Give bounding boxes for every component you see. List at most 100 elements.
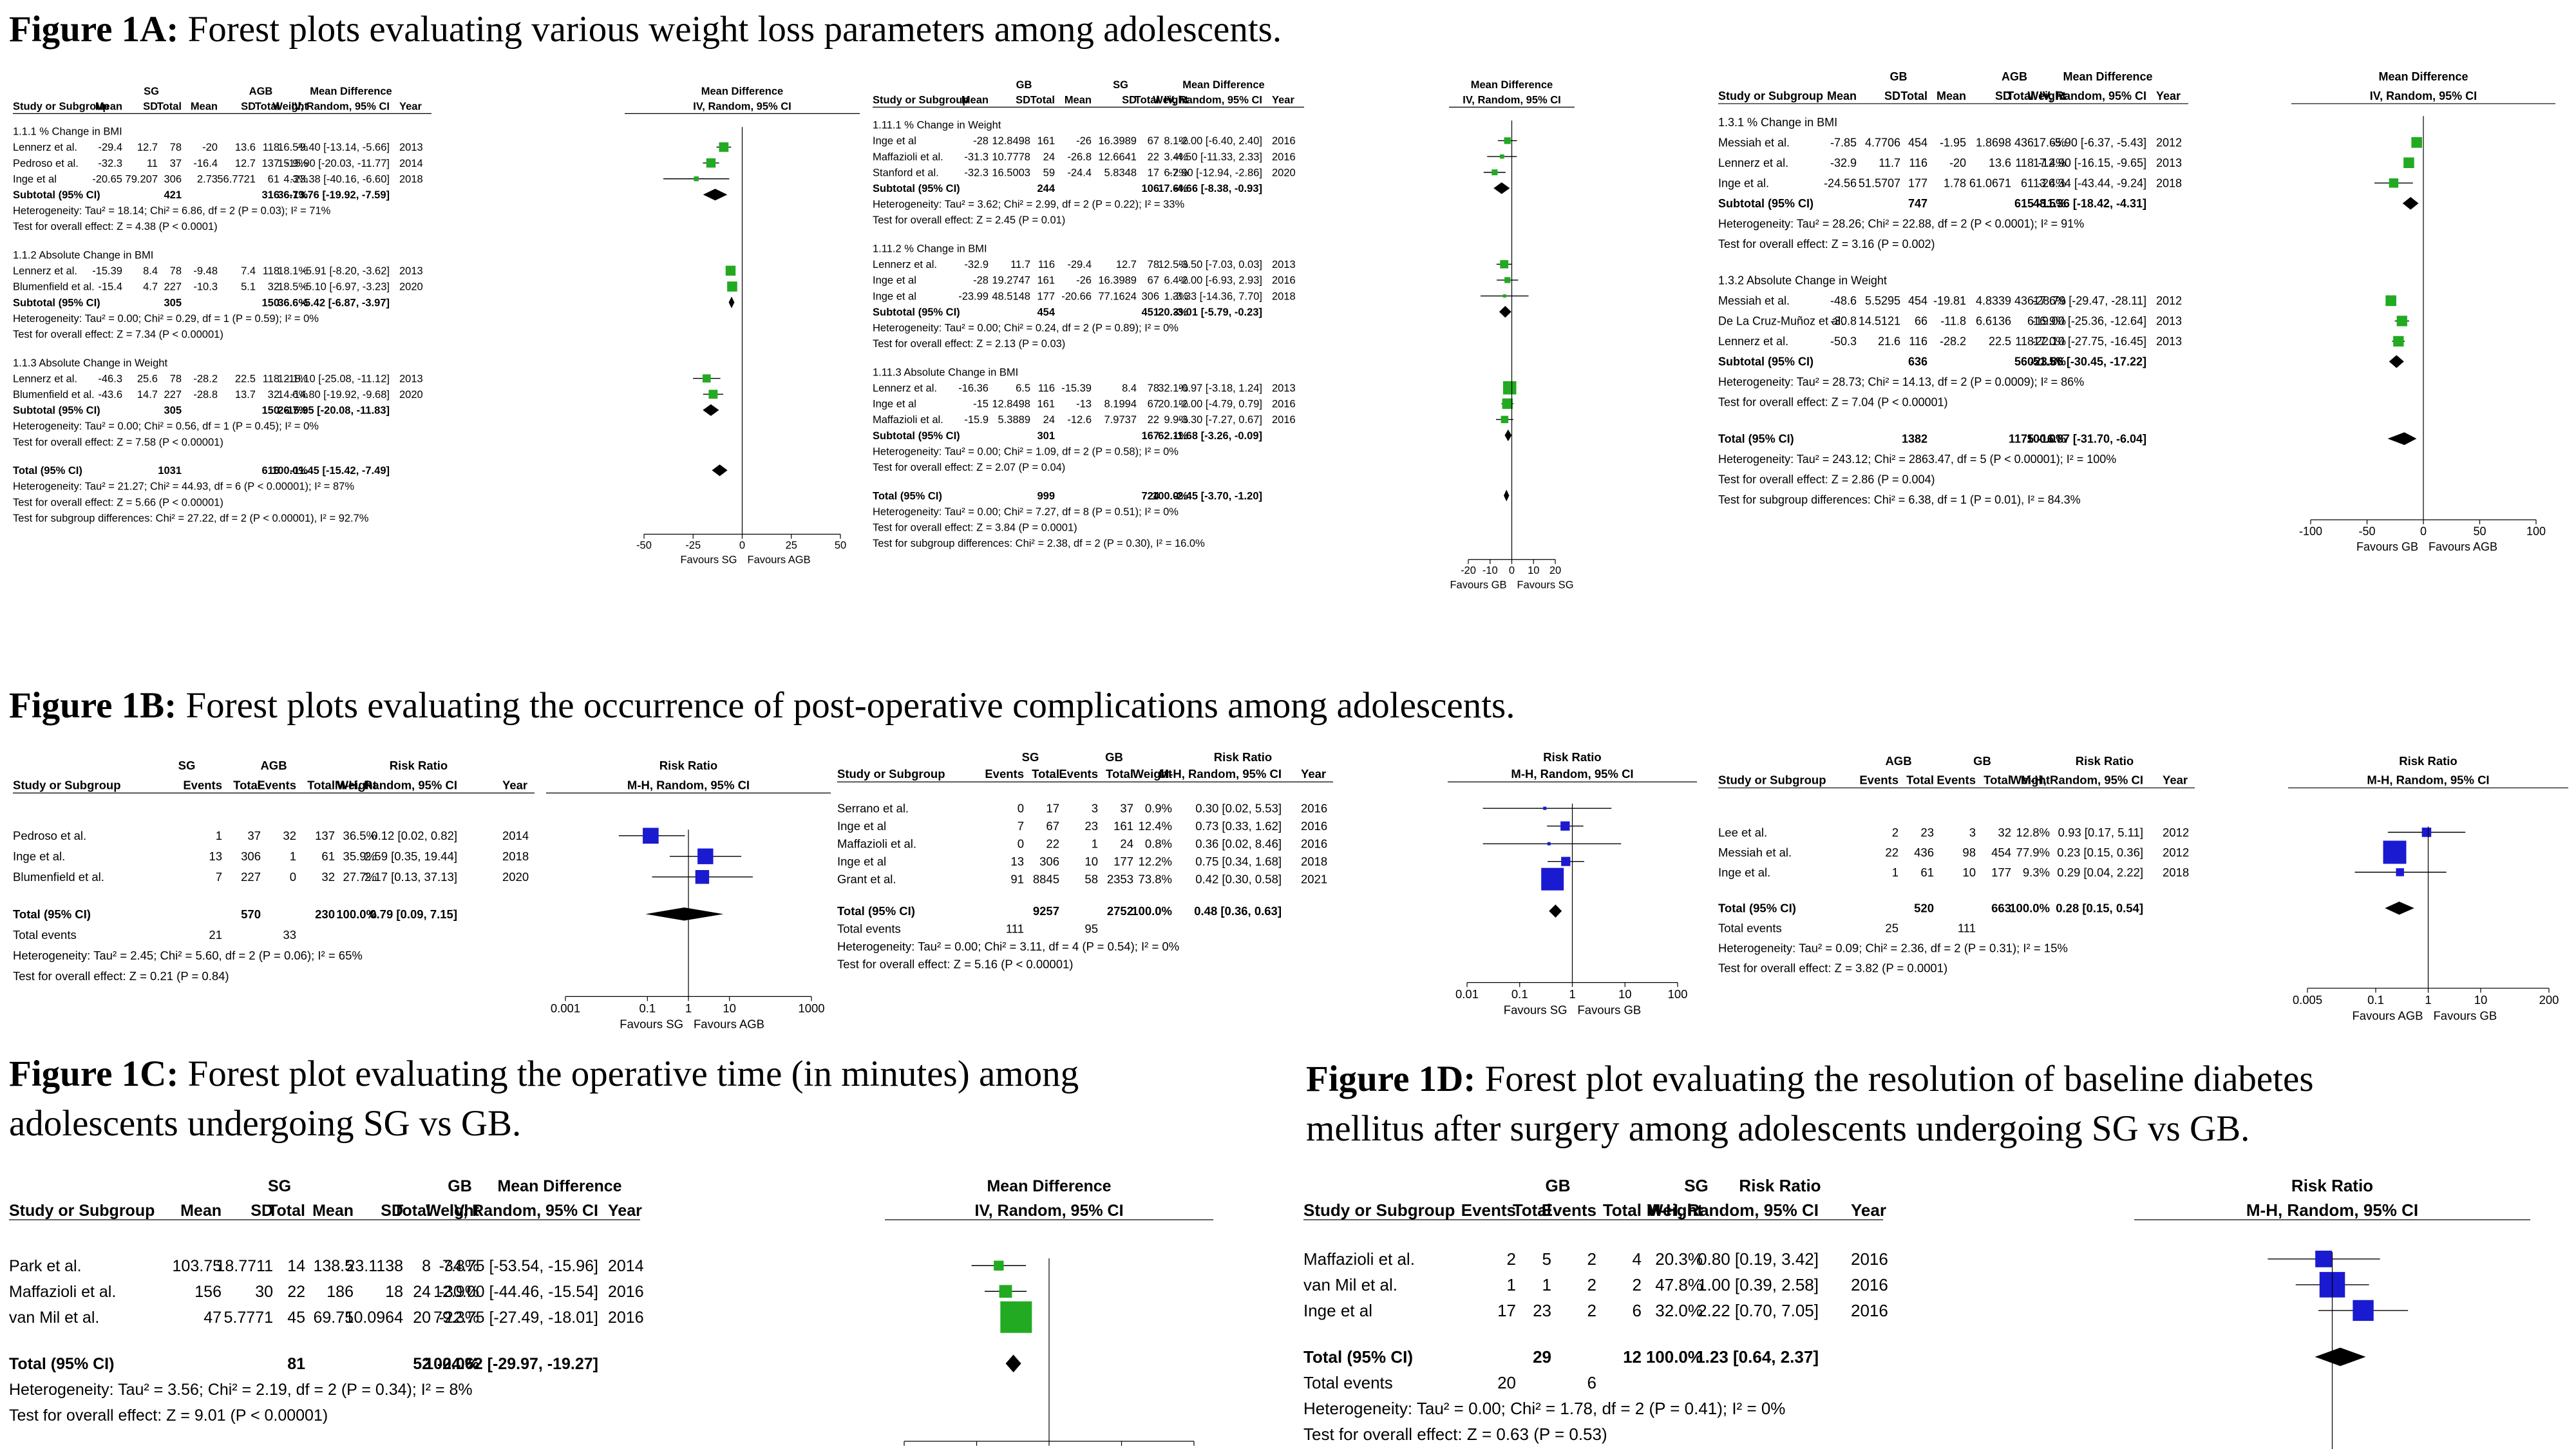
row-cell: 2012: [2163, 826, 2189, 839]
favours-left-label: Favours SG: [1504, 1003, 1567, 1017]
row-cell: 227: [164, 281, 182, 293]
row-cell: 118: [263, 265, 279, 277]
row-cell: -31.3: [964, 151, 989, 163]
column-header: M-H, Random, 95% CI: [1647, 1200, 1819, 1220]
caption-fig1b-text: Forest plots evaluating the occurrence o…: [176, 685, 1515, 726]
column-header: Weight: [272, 100, 308, 112]
x-tick-label: 20: [1549, 565, 1561, 576]
row-cell: Total (95% CI): [873, 490, 942, 502]
row-cell: 17: [1046, 802, 1059, 815]
row-cell: 21.6: [1878, 335, 1900, 348]
study-marker: [1501, 415, 1509, 424]
row-cell: 13.7: [235, 389, 256, 401]
forest-plot-1b-right: AGB GB Risk Ratio Risk Ratio M-H, Random, 95…: [1718, 747, 2568, 1022]
row-cell: 161: [1113, 819, 1133, 833]
plot-header-method: M-H, Random, 95% CI: [2367, 773, 2489, 786]
study-marker: [1541, 867, 1564, 891]
row-cell: 137: [315, 829, 335, 842]
column-header: Study or Subgroup: [1718, 90, 1823, 102]
row-cell: 37: [170, 158, 182, 169]
row-cell: 9.9%: [1164, 414, 1188, 426]
row-cell: 61: [2021, 177, 2034, 190]
row-cell: 11.7: [1010, 259, 1030, 270]
forest-plot-1a-middle: GB SG Mean Difference Mean Difference IV, Ra…: [873, 74, 1710, 654]
row-cell: 2: [1892, 826, 1899, 839]
row-cell: -0.97 [-3.18, 1.24]: [1179, 383, 1262, 394]
row-cell: 30: [255, 1283, 273, 1301]
column-header: Weight: [1133, 767, 1172, 781]
row-cell: -9.40 [-13.14, -5.66]: [296, 142, 390, 153]
row-cell: 24: [1043, 151, 1055, 163]
x-tick-label: 10: [1618, 987, 1632, 1001]
row-cell: 13: [1010, 855, 1024, 868]
x-tick-label: 0: [2420, 525, 2427, 538]
row-cell: 3: [1969, 826, 1976, 839]
row-cell: Stanford et al.: [873, 167, 939, 178]
row-cell: -16.4: [193, 158, 218, 169]
forest-svg: GB SG Mean Difference Mean Difference IV, Ra…: [873, 79, 1575, 591]
measure-header: Mean Difference: [497, 1177, 621, 1195]
column-header: IV, Random, 95% CI: [2040, 90, 2146, 102]
caption-fig1b-label: Figure 1B:: [9, 685, 177, 726]
study-marker: [1502, 294, 1506, 298]
group-header: GB: [1546, 1176, 1571, 1195]
row-cell: 118: [263, 142, 279, 153]
row-cell: 91: [1010, 873, 1024, 886]
study-marker: [706, 158, 716, 168]
row-cell: 2.17 [0.13, 37.13]: [365, 870, 457, 884]
column-header: Mean: [1827, 90, 1857, 102]
column-header: Mean: [312, 1202, 354, 1220]
column-header: Year: [1272, 94, 1294, 106]
row-cell: 95: [1084, 922, 1098, 936]
row-cell: 2016: [1851, 1301, 1888, 1320]
stat-note: Heterogeneity: Tau² = 28.73; Chi² = 14.1…: [1718, 375, 2084, 388]
row-cell: 22: [1885, 846, 1899, 859]
row-cell: Total events: [1303, 1373, 1393, 1392]
row-cell: -15.9: [964, 414, 989, 426]
row-cell: 4.7706: [1865, 137, 1900, 149]
row-cell: 6.6136: [1976, 315, 2011, 328]
row-cell: 20: [413, 1309, 431, 1327]
study-marker: [1504, 137, 1511, 144]
stat-note: Test for overall effect: Z = 3.84 (P = 0…: [873, 522, 1077, 533]
row-cell: 20.1%: [1158, 399, 1188, 410]
plot-header: Risk Ratio: [2291, 1176, 2373, 1195]
caption-fig1a-text: Forest plots evaluating various weight l…: [178, 9, 1282, 50]
row-cell: -24.4: [1067, 167, 1092, 178]
row-cell: -3.01 [-5.79, -0.23]: [1173, 307, 1262, 318]
row-cell: 118: [2015, 335, 2034, 348]
row-cell: 9.3%: [2023, 866, 2050, 879]
row-cell: 1: [1542, 1275, 1551, 1294]
row-cell: 161: [1037, 399, 1055, 410]
row-cell: Total events: [837, 922, 901, 936]
row-cell: 22: [1148, 151, 1159, 163]
row-cell: -23.86 [-30.45, -17.22]: [2031, 355, 2146, 368]
x-tick-label: -100: [888, 1447, 920, 1449]
row-cell: 2: [1587, 1249, 1596, 1269]
stat-note: Heterogeneity: Tau² = 28.26; Chi² = 22.8…: [1718, 218, 2084, 231]
row-cell: 8.4: [1122, 383, 1137, 394]
subgroup-label: 1.11.1 % Change in Weight: [873, 120, 1001, 131]
x-tick-label: 200: [2539, 993, 2559, 1007]
stat-note: Test for overall effect: Z = 0.63 (P = 0…: [1303, 1425, 1607, 1444]
caption-fig1a: Figure 1A: Forest plots evaluating vario…: [9, 5, 1282, 55]
row-cell: -13: [1076, 399, 1092, 410]
row-cell: Inge et al: [873, 290, 916, 302]
row-cell: 2013: [399, 373, 423, 384]
forest-plot-1d: GB SG Risk Ratio Risk Ratio M-H, Random, 95%…: [1303, 1173, 2566, 1449]
group-header: SG: [178, 759, 196, 772]
row-cell: 2018: [2163, 866, 2189, 879]
row-cell: 6.5: [1016, 383, 1030, 394]
row-cell: 48.5148: [992, 290, 1030, 302]
row-cell: 150: [261, 405, 279, 417]
row-cell: 0.28 [0.15, 0.54]: [2056, 902, 2143, 915]
row-cell: 177: [1113, 855, 1133, 868]
plot-header: Mean Difference: [701, 86, 783, 97]
row-cell: 22.5: [235, 373, 256, 384]
row-cell: 316: [261, 189, 279, 201]
row-cell: -15.95 [-20.08, -11.83]: [284, 405, 390, 417]
stat-note: Test for overall effect: Z = 2.86 (P = 0…: [1718, 473, 1935, 486]
stat-note: Heterogeneity: Tau² = 3.62; Chi² = 2.99,…: [873, 199, 1184, 211]
row-cell: 17.0%: [2033, 335, 2066, 348]
study-marker: [1543, 806, 1547, 810]
